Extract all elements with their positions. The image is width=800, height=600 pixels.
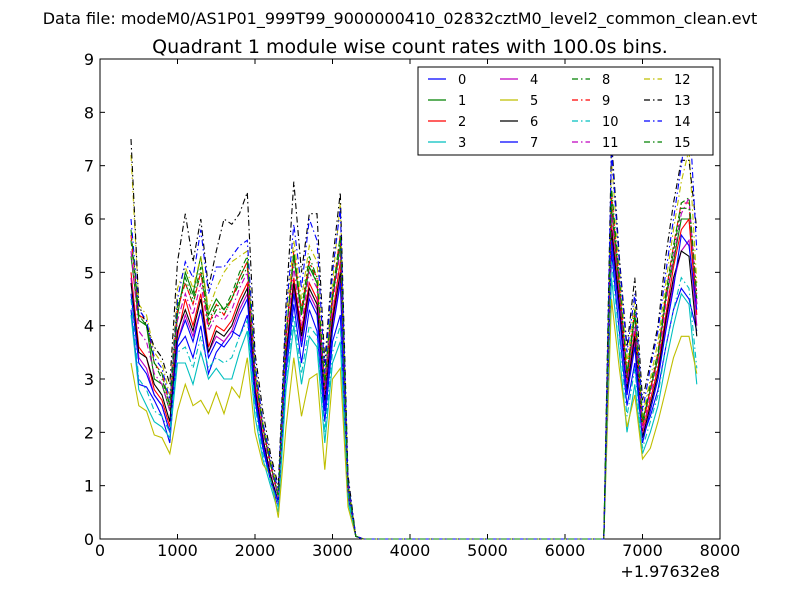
y-tick-label: 1 bbox=[84, 477, 94, 496]
y-tick-label: 4 bbox=[84, 317, 94, 336]
y-tick-label: 8 bbox=[84, 103, 94, 122]
series-line-0 bbox=[130, 250, 698, 540]
x-tick-label: 5000 bbox=[467, 541, 508, 560]
legend-label-4: 4 bbox=[530, 73, 538, 88]
legend-label-10: 10 bbox=[602, 115, 619, 130]
legend-label-6: 6 bbox=[530, 115, 538, 130]
series-line-6 bbox=[130, 229, 698, 540]
x-tick-label: 1000 bbox=[157, 541, 198, 560]
series-line-7 bbox=[130, 233, 698, 540]
x-tick-label: 3000 bbox=[312, 541, 353, 560]
series-line-11 bbox=[130, 195, 698, 540]
series-line-10 bbox=[130, 261, 698, 540]
x-tick-label: 2000 bbox=[235, 541, 276, 560]
x-tick-label: 6000 bbox=[545, 541, 586, 560]
x-axis-offset-label: +1.97632e8 bbox=[620, 562, 720, 581]
series-line-14 bbox=[130, 106, 698, 540]
legend-label-9: 9 bbox=[602, 94, 610, 109]
y-tick-label: 0 bbox=[84, 530, 94, 549]
legend-label-8: 8 bbox=[602, 73, 610, 88]
legend-label-5: 5 bbox=[530, 94, 538, 109]
x-tick-label: 0 bbox=[95, 541, 105, 560]
y-tick-label: 7 bbox=[84, 157, 94, 176]
legend-box bbox=[417, 66, 714, 156]
legend-label-14: 14 bbox=[674, 115, 691, 130]
legend-label-12: 12 bbox=[674, 73, 691, 88]
legend-label-1: 1 bbox=[458, 94, 466, 109]
chart-title: Quadrant 1 module wise count rates with … bbox=[152, 36, 668, 58]
legend-label-7: 7 bbox=[530, 136, 538, 151]
series-line-3 bbox=[130, 277, 698, 540]
y-tick-label: 2 bbox=[84, 423, 94, 442]
legend-label-3: 3 bbox=[458, 136, 466, 151]
series-line-15 bbox=[130, 186, 698, 540]
legend-label-2: 2 bbox=[458, 115, 466, 130]
legend-label-0: 0 bbox=[458, 73, 466, 88]
series-line-12 bbox=[130, 149, 698, 540]
x-tick-label: 8000 bbox=[700, 541, 741, 560]
legend-label-11: 11 bbox=[602, 136, 619, 151]
y-tick-label: 5 bbox=[84, 263, 94, 282]
y-tick-label: 3 bbox=[84, 370, 94, 389]
y-tick-label: 9 bbox=[84, 50, 94, 69]
series-line-13 bbox=[130, 138, 698, 540]
x-tick-label: 7000 bbox=[622, 541, 663, 560]
y-tick-label: 6 bbox=[84, 210, 94, 229]
data-file-title: Data file: modeM0/AS1P01_999T99_90000004… bbox=[42, 9, 758, 28]
x-tick-label: 4000 bbox=[390, 541, 431, 560]
series-line-5 bbox=[130, 298, 698, 540]
legend-label-13: 13 bbox=[674, 94, 691, 109]
legend-label-15: 15 bbox=[674, 136, 691, 151]
